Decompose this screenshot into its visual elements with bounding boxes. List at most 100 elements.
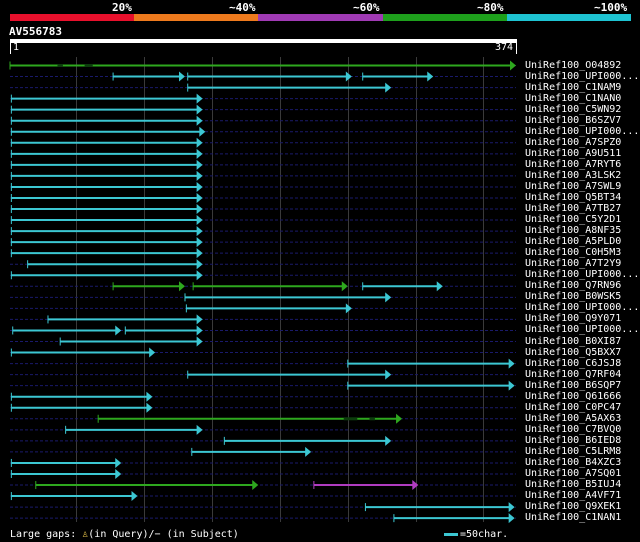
- segment-arrow-icon: [196, 424, 203, 435]
- segment-arrow-icon: [196, 314, 203, 325]
- hit-label[interactable]: UniRef100_B4XZC3: [525, 456, 622, 468]
- hit-label[interactable]: UniRef100_B6IED8: [525, 434, 622, 446]
- segment-arrow-icon: [396, 413, 403, 424]
- segment-arrow-icon: [199, 126, 206, 137]
- hit-label[interactable]: UniRef100_A7RYT6: [525, 158, 622, 170]
- segment-arrow-icon: [115, 457, 122, 468]
- hit-label[interactable]: UniRef100_C6JSJ8: [525, 357, 622, 369]
- hit-label[interactable]: UniRef100_A7TB27: [525, 203, 622, 215]
- query-start-tick: [10, 42, 11, 54]
- hit-label[interactable]: UniRef100_A5PLD0: [525, 236, 622, 248]
- query-start-label: 1: [13, 42, 20, 53]
- scale-segment-1: [10, 14, 135, 21]
- segment-arrow-icon: [508, 513, 515, 524]
- legend-query-text: (in Query)/: [88, 529, 155, 540]
- segment-arrow-icon: [436, 281, 443, 292]
- hit-label[interactable]: UniRef100_A3LSK2: [525, 169, 622, 181]
- hit-label[interactable]: UniRef100_A4VF71: [525, 490, 622, 502]
- hit-label[interactable]: UniRef100_UPI000...: [525, 70, 640, 82]
- segment-arrow-icon: [252, 480, 259, 491]
- query-bar: [10, 39, 517, 43]
- scale-segment-3: [258, 14, 383, 21]
- segment-arrow-icon: [196, 137, 203, 148]
- segment-arrow-icon: [196, 237, 203, 248]
- hit-label[interactable]: UniRef100_C1NAN1: [525, 512, 622, 524]
- hit-label[interactable]: UniRef100_UPI000...: [525, 269, 640, 281]
- hit-label[interactable]: UniRef100_C7BVQ0: [525, 423, 622, 435]
- scale-label-1: 20%: [112, 1, 132, 14]
- segment-arrow-icon: [115, 325, 122, 336]
- subject-gap-mark: −: [154, 529, 161, 540]
- segment-arrow-icon: [196, 248, 203, 259]
- segment-arrow-icon: [131, 491, 138, 502]
- hit-label[interactable]: UniRef100_UPI000...: [525, 302, 640, 314]
- hit-label[interactable]: UniRef100_C0H5M3: [525, 247, 622, 259]
- segment-arrow-icon: [385, 435, 392, 446]
- hit-label[interactable]: UniRef100_O04892: [525, 59, 622, 71]
- query-end-label: 374: [495, 42, 514, 53]
- segment-arrow-icon: [146, 402, 153, 413]
- hit-label[interactable]: UniRef100_A9U511: [525, 147, 622, 159]
- scale-legend-line: [444, 532, 458, 536]
- hit-label[interactable]: UniRef100_B0XI87: [525, 335, 622, 347]
- legend-subject-text: (in Subject): [160, 529, 239, 540]
- segment-arrow-icon: [341, 281, 348, 292]
- query-gap-mark: ♙: [82, 529, 89, 540]
- segment-arrow-icon: [196, 336, 203, 347]
- segment-arrow-icon: [196, 104, 203, 115]
- segment-arrow-icon: [508, 358, 515, 369]
- segment-arrow-icon: [115, 468, 122, 479]
- hit-label[interactable]: UniRef100_UPI000...: [525, 324, 640, 336]
- hit-label[interactable]: UniRef100_A8NF35: [525, 225, 622, 237]
- hit-label[interactable]: UniRef100_Q5BT34: [525, 191, 622, 203]
- hit-label[interactable]: UniRef100_C1NAM9: [525, 81, 622, 93]
- hit-label[interactable]: UniRef100_Q9XEK1: [525, 501, 622, 513]
- segment-arrow-icon: [385, 369, 392, 380]
- segment-arrow-icon: [196, 192, 203, 203]
- segment-arrow-icon: [196, 259, 203, 270]
- hit-label[interactable]: UniRef100_Q7RF04: [525, 368, 622, 380]
- scale-segment-4: [382, 14, 507, 21]
- segment-arrow-icon: [196, 226, 203, 237]
- hit-label[interactable]: UniRef100_A5AX63: [525, 412, 622, 424]
- segment-arrow-icon: [510, 60, 516, 71]
- scale-legend-text: =50char.: [460, 529, 509, 540]
- hit-label[interactable]: UniRef100_A7SWL9: [525, 180, 622, 192]
- segment-arrow-icon: [196, 204, 203, 215]
- segment-arrow-icon: [196, 93, 203, 104]
- hit-label[interactable]: UniRef100_A7SPZ0: [525, 136, 622, 148]
- segment-arrow-icon: [178, 281, 185, 292]
- segment-arrow-icon: [196, 148, 203, 159]
- hit-label[interactable]: UniRef100_C5Y2D1: [525, 214, 622, 226]
- hit-label[interactable]: UniRef100_UPI000...: [525, 125, 640, 137]
- hit-label[interactable]: UniRef100_Q7RN96: [525, 280, 622, 292]
- hit-label[interactable]: UniRef100_C5LRM8: [525, 445, 622, 457]
- scale-label-3: ~60%: [353, 1, 380, 14]
- segment-arrow-icon: [146, 391, 153, 402]
- query-name: AV556783: [9, 25, 62, 38]
- scale-label-5: ~100%: [594, 1, 628, 14]
- segment-arrow-icon: [305, 446, 312, 457]
- hit-label[interactable]: UniRef100_C0PC47: [525, 401, 622, 413]
- hit-label[interactable]: UniRef100_A7SQ01: [525, 467, 622, 479]
- hit-label[interactable]: UniRef100_B0WSK5: [525, 291, 622, 303]
- segment-arrow-icon: [196, 181, 203, 192]
- hit-label[interactable]: UniRef100_B6SZV7: [525, 114, 622, 126]
- legend-text: Large gaps:: [10, 529, 83, 540]
- hit-label[interactable]: UniRef100_A7T2Y9: [525, 258, 622, 270]
- segment-arrow-icon: [385, 292, 392, 303]
- hit-label[interactable]: UniRef100_Q5BXX7: [525, 346, 622, 358]
- segment-arrow-icon: [412, 480, 419, 491]
- segment-arrow-icon: [427, 71, 434, 82]
- segment-arrow-icon: [345, 71, 352, 82]
- hit-label[interactable]: UniRef100_B6SQP7: [525, 379, 622, 391]
- hit-label[interactable]: UniRef100_Q9Y071: [525, 313, 622, 325]
- scale-legend: =50char.: [444, 529, 508, 540]
- hit-label[interactable]: UniRef100_C1NAN0: [525, 92, 622, 104]
- segment-arrow-icon: [196, 115, 203, 126]
- hit-label[interactable]: UniRef100_B5IUJ4: [525, 479, 622, 491]
- segment-arrow-icon: [385, 82, 392, 93]
- hit-label[interactable]: UniRef100_Q61666: [525, 390, 622, 402]
- hit-label[interactable]: UniRef100_C5WN92: [525, 103, 622, 115]
